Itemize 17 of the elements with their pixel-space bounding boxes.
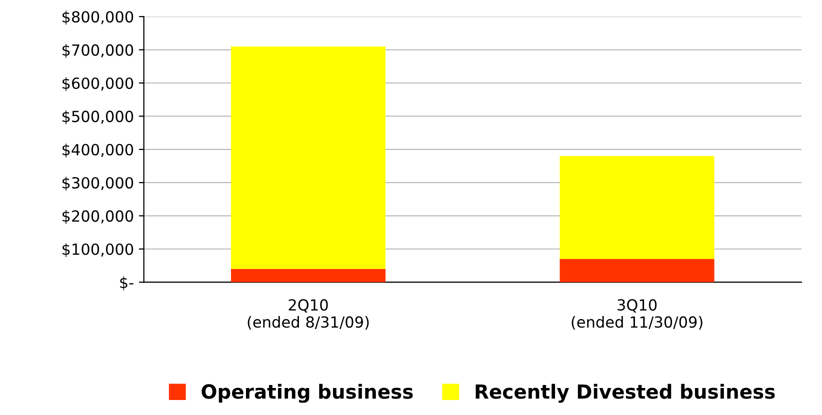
y-tick-label: $400,000: [62, 144, 134, 158]
x-tick-label: 3Q10 (ended 11/30/09): [572, 299, 702, 330]
legend-label: Operating business: [202, 384, 413, 403]
y-tick-label: $700,000: [62, 44, 134, 58]
y-tick-label: $600,000: [62, 77, 134, 92]
legend-label: Recently Divested business: [476, 384, 775, 403]
bar: [560, 258, 714, 282]
y-tick-label: $200,000: [62, 210, 134, 224]
bar: [230, 268, 386, 282]
x-tick-label: 2Q10 (ended 8/31/09): [248, 299, 369, 330]
y-tick-label: $300,000: [62, 176, 134, 191]
y-tick-label: $100,000: [62, 243, 134, 258]
bar: [230, 46, 386, 269]
y-tick-label: $800,000: [62, 10, 134, 25]
y-tick-label: $500,000: [62, 110, 134, 124]
y-tick-label: $-: [120, 276, 134, 290]
bar: [560, 156, 714, 259]
